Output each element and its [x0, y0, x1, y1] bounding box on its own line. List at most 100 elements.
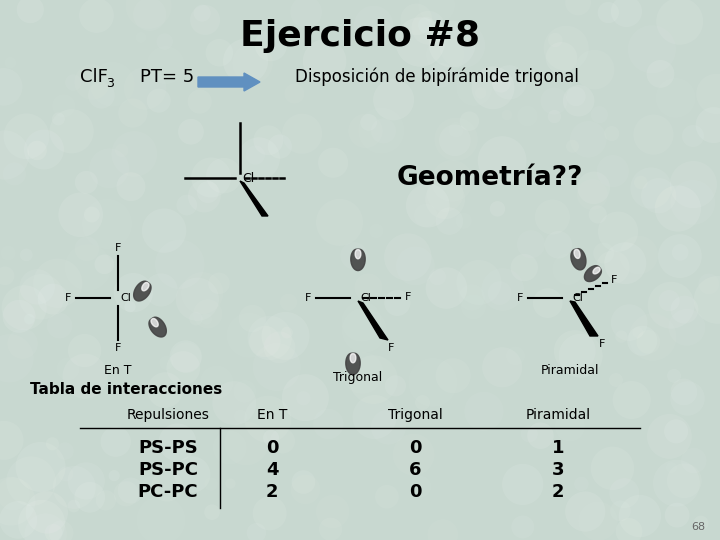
Circle shape — [696, 74, 720, 114]
Polygon shape — [142, 282, 149, 291]
Circle shape — [261, 312, 310, 360]
Circle shape — [109, 470, 120, 481]
Circle shape — [253, 125, 283, 155]
Polygon shape — [574, 249, 580, 259]
Circle shape — [554, 330, 595, 372]
Circle shape — [319, 518, 342, 540]
Circle shape — [604, 242, 647, 284]
Circle shape — [68, 462, 105, 500]
Circle shape — [510, 254, 538, 281]
Circle shape — [156, 33, 173, 50]
Circle shape — [178, 119, 204, 145]
Text: Trigonal: Trigonal — [387, 408, 442, 422]
Circle shape — [268, 134, 292, 159]
Circle shape — [24, 514, 67, 540]
Circle shape — [535, 199, 570, 234]
Circle shape — [0, 501, 37, 539]
Circle shape — [17, 0, 44, 23]
Text: En T: En T — [104, 363, 132, 376]
Text: 2: 2 — [266, 483, 278, 501]
Polygon shape — [355, 249, 361, 259]
Circle shape — [665, 503, 690, 528]
Circle shape — [270, 428, 295, 454]
Circle shape — [577, 172, 610, 204]
Circle shape — [46, 437, 59, 450]
Text: F: F — [517, 293, 523, 303]
Circle shape — [667, 463, 702, 498]
Circle shape — [653, 460, 700, 507]
Circle shape — [205, 39, 233, 66]
Circle shape — [681, 448, 706, 474]
Circle shape — [142, 208, 186, 253]
Circle shape — [609, 373, 623, 387]
Circle shape — [263, 430, 279, 446]
Text: Cl: Cl — [360, 293, 371, 303]
Circle shape — [565, 491, 606, 531]
Circle shape — [63, 354, 107, 399]
Circle shape — [247, 523, 266, 540]
Circle shape — [253, 496, 287, 530]
Circle shape — [33, 259, 82, 308]
Circle shape — [174, 456, 210, 492]
Circle shape — [426, 179, 465, 219]
Circle shape — [436, 358, 471, 393]
Circle shape — [170, 340, 202, 373]
Circle shape — [292, 470, 315, 494]
FancyArrow shape — [198, 73, 260, 91]
Circle shape — [659, 290, 680, 311]
Circle shape — [238, 305, 266, 332]
Circle shape — [26, 491, 68, 534]
Circle shape — [641, 178, 676, 213]
Circle shape — [613, 381, 651, 419]
Circle shape — [656, 0, 703, 45]
Circle shape — [360, 114, 377, 131]
Circle shape — [147, 372, 183, 408]
Circle shape — [37, 284, 68, 314]
Circle shape — [225, 478, 235, 489]
Circle shape — [0, 266, 14, 285]
Text: F: F — [388, 343, 394, 353]
Circle shape — [541, 87, 567, 114]
Circle shape — [634, 176, 648, 190]
Circle shape — [511, 516, 534, 538]
Circle shape — [654, 185, 701, 232]
Circle shape — [223, 39, 268, 84]
Circle shape — [647, 414, 692, 459]
Circle shape — [68, 334, 102, 367]
Polygon shape — [350, 354, 356, 363]
Circle shape — [492, 65, 526, 99]
Text: Repulsiones: Repulsiones — [127, 408, 210, 422]
Circle shape — [566, 140, 579, 153]
Text: 0: 0 — [266, 439, 278, 457]
Circle shape — [559, 334, 603, 377]
Circle shape — [4, 113, 49, 159]
Circle shape — [244, 396, 292, 443]
Circle shape — [19, 274, 64, 320]
Circle shape — [482, 347, 522, 387]
Circle shape — [609, 478, 639, 508]
Circle shape — [118, 98, 148, 128]
Text: Cl: Cl — [242, 172, 254, 185]
Circle shape — [246, 145, 265, 165]
Text: Cl: Cl — [120, 293, 131, 303]
Circle shape — [428, 21, 475, 68]
Circle shape — [533, 288, 562, 318]
Circle shape — [79, 0, 114, 33]
Circle shape — [478, 136, 526, 185]
Polygon shape — [351, 249, 365, 271]
Circle shape — [412, 11, 446, 45]
Circle shape — [189, 312, 203, 326]
Circle shape — [428, 63, 453, 87]
Text: F: F — [114, 243, 121, 253]
Circle shape — [19, 269, 55, 305]
Text: 2: 2 — [552, 483, 564, 501]
Circle shape — [459, 111, 479, 131]
Circle shape — [384, 290, 410, 316]
Circle shape — [670, 296, 698, 323]
Circle shape — [353, 395, 397, 439]
Circle shape — [546, 42, 577, 73]
Circle shape — [630, 167, 672, 209]
Text: Disposición de bipírámide trigonal: Disposición de bipírámide trigonal — [295, 68, 579, 86]
Circle shape — [670, 379, 697, 405]
Text: ClF: ClF — [80, 68, 108, 86]
